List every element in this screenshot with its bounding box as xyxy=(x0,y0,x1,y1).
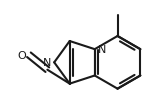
Text: N: N xyxy=(43,58,51,68)
Text: O: O xyxy=(17,50,26,60)
Text: N: N xyxy=(98,45,106,55)
